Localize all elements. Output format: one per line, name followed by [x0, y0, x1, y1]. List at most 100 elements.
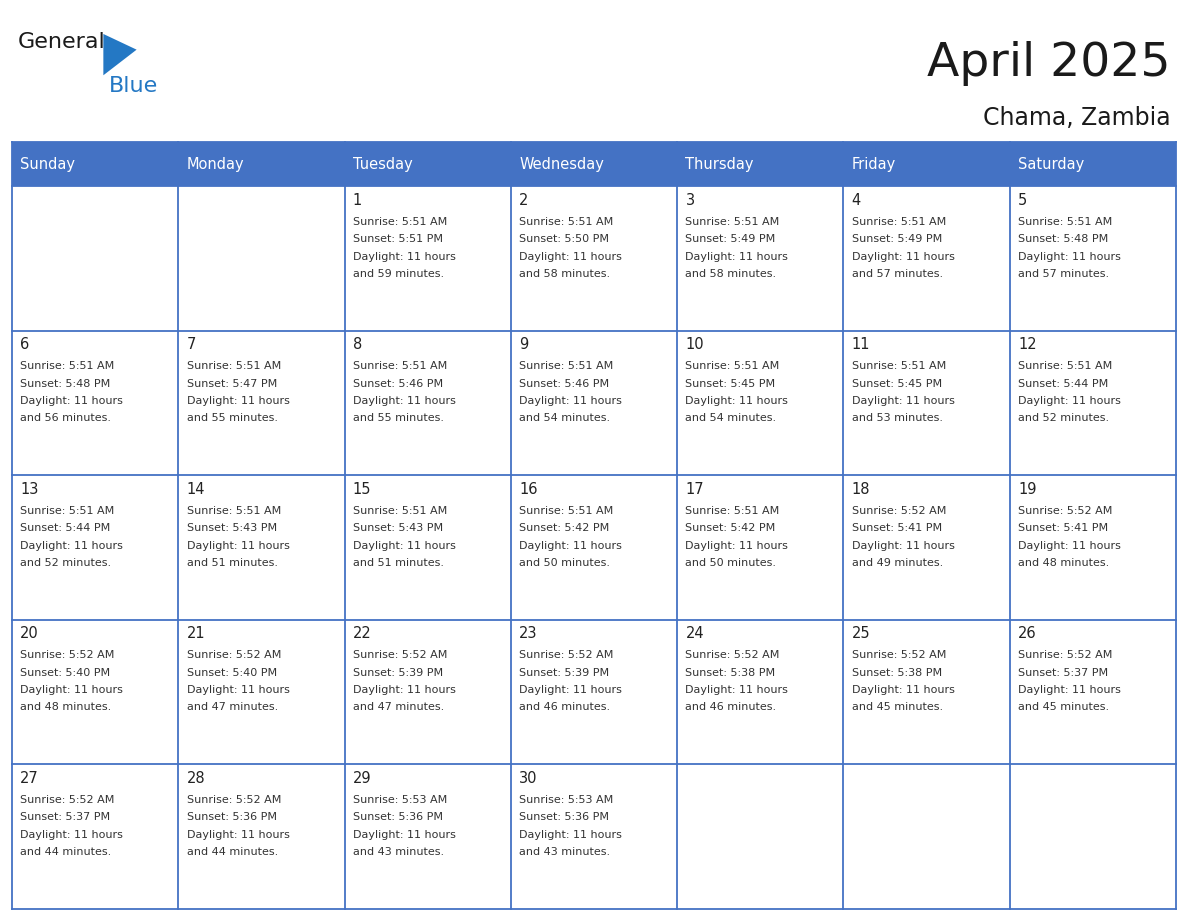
- Text: Sunrise: 5:51 AM: Sunrise: 5:51 AM: [852, 217, 946, 227]
- Text: Sunrise: 5:53 AM: Sunrise: 5:53 AM: [519, 795, 613, 804]
- Bar: [345, 142, 511, 186]
- Text: and 47 minutes.: and 47 minutes.: [353, 702, 444, 712]
- Text: General: General: [18, 32, 106, 52]
- Text: 27: 27: [20, 771, 39, 786]
- Text: Sunset: 5:39 PM: Sunset: 5:39 PM: [353, 667, 443, 677]
- Text: Sunset: 5:43 PM: Sunset: 5:43 PM: [353, 523, 443, 533]
- Text: Sunset: 5:37 PM: Sunset: 5:37 PM: [1018, 667, 1108, 677]
- Text: Sunrise: 5:51 AM: Sunrise: 5:51 AM: [852, 361, 946, 371]
- Text: Daylight: 11 hours: Daylight: 11 hours: [353, 252, 456, 262]
- Text: Daylight: 11 hours: Daylight: 11 hours: [685, 396, 789, 406]
- Text: and 49 minutes.: and 49 minutes.: [852, 558, 943, 568]
- Text: Sunrise: 5:52 AM: Sunrise: 5:52 AM: [20, 650, 114, 660]
- Text: Sunset: 5:51 PM: Sunset: 5:51 PM: [353, 234, 443, 244]
- Bar: [1010, 142, 1176, 186]
- Text: Daylight: 11 hours: Daylight: 11 hours: [519, 252, 623, 262]
- Text: Sunrise: 5:51 AM: Sunrise: 5:51 AM: [353, 217, 447, 227]
- Text: Sunset: 5:37 PM: Sunset: 5:37 PM: [20, 812, 110, 822]
- Text: Daylight: 11 hours: Daylight: 11 hours: [685, 685, 789, 695]
- Text: 30: 30: [519, 771, 538, 786]
- Text: Daylight: 11 hours: Daylight: 11 hours: [353, 396, 456, 406]
- Text: and 59 minutes.: and 59 minutes.: [353, 269, 444, 279]
- Text: Sunset: 5:49 PM: Sunset: 5:49 PM: [685, 234, 776, 244]
- Text: and 56 minutes.: and 56 minutes.: [20, 413, 112, 423]
- Text: Sunset: 5:44 PM: Sunset: 5:44 PM: [1018, 378, 1108, 388]
- Text: Sunrise: 5:51 AM: Sunrise: 5:51 AM: [685, 361, 779, 371]
- Text: Sunrise: 5:51 AM: Sunrise: 5:51 AM: [519, 361, 613, 371]
- Text: and 44 minutes.: and 44 minutes.: [187, 847, 278, 856]
- Text: Wednesday: Wednesday: [519, 157, 604, 172]
- Text: and 43 minutes.: and 43 minutes.: [353, 847, 444, 856]
- Text: Sunrise: 5:52 AM: Sunrise: 5:52 AM: [519, 650, 613, 660]
- Text: 9: 9: [519, 337, 529, 353]
- Text: and 55 minutes.: and 55 minutes.: [187, 413, 278, 423]
- Text: Daylight: 11 hours: Daylight: 11 hours: [20, 685, 124, 695]
- Text: Sunset: 5:45 PM: Sunset: 5:45 PM: [685, 378, 776, 388]
- Text: Sunrise: 5:51 AM: Sunrise: 5:51 AM: [20, 361, 114, 371]
- Text: Sunset: 5:45 PM: Sunset: 5:45 PM: [852, 378, 942, 388]
- Text: Sunrise: 5:52 AM: Sunrise: 5:52 AM: [852, 506, 946, 516]
- Text: and 48 minutes.: and 48 minutes.: [20, 702, 112, 712]
- Text: Sunset: 5:49 PM: Sunset: 5:49 PM: [852, 234, 942, 244]
- Text: Sunset: 5:42 PM: Sunset: 5:42 PM: [685, 523, 776, 533]
- Text: 3: 3: [685, 193, 695, 207]
- Text: Daylight: 11 hours: Daylight: 11 hours: [1018, 685, 1121, 695]
- Text: and 53 minutes.: and 53 minutes.: [852, 413, 943, 423]
- Text: Sunset: 5:42 PM: Sunset: 5:42 PM: [519, 523, 609, 533]
- Bar: [12, 142, 178, 186]
- Text: and 51 minutes.: and 51 minutes.: [353, 558, 444, 568]
- Text: Daylight: 11 hours: Daylight: 11 hours: [519, 396, 623, 406]
- Text: and 51 minutes.: and 51 minutes.: [187, 558, 278, 568]
- Text: and 54 minutes.: and 54 minutes.: [519, 413, 611, 423]
- Text: Sunrise: 5:52 AM: Sunrise: 5:52 AM: [187, 650, 280, 660]
- Text: 1: 1: [353, 193, 362, 207]
- Text: April 2025: April 2025: [927, 41, 1170, 86]
- Text: Daylight: 11 hours: Daylight: 11 hours: [187, 685, 290, 695]
- Text: 25: 25: [852, 626, 871, 642]
- Text: Daylight: 11 hours: Daylight: 11 hours: [20, 830, 124, 839]
- Text: and 50 minutes.: and 50 minutes.: [685, 558, 777, 568]
- Text: Sunset: 5:36 PM: Sunset: 5:36 PM: [187, 812, 277, 822]
- Text: Sunrise: 5:52 AM: Sunrise: 5:52 AM: [1018, 650, 1112, 660]
- Text: Sunday: Sunday: [20, 157, 75, 172]
- Text: Sunrise: 5:51 AM: Sunrise: 5:51 AM: [685, 217, 779, 227]
- Text: 17: 17: [685, 482, 704, 497]
- Text: Sunrise: 5:51 AM: Sunrise: 5:51 AM: [1018, 361, 1112, 371]
- Text: Daylight: 11 hours: Daylight: 11 hours: [187, 396, 290, 406]
- Text: and 50 minutes.: and 50 minutes.: [519, 558, 611, 568]
- Text: 7: 7: [187, 337, 196, 353]
- Text: Saturday: Saturday: [1018, 157, 1085, 172]
- Text: Sunset: 5:40 PM: Sunset: 5:40 PM: [187, 667, 277, 677]
- Text: 8: 8: [353, 337, 362, 353]
- Text: Sunset: 5:36 PM: Sunset: 5:36 PM: [519, 812, 609, 822]
- Text: 11: 11: [852, 337, 871, 353]
- Text: and 46 minutes.: and 46 minutes.: [685, 702, 777, 712]
- Text: Sunrise: 5:52 AM: Sunrise: 5:52 AM: [852, 650, 946, 660]
- Text: Daylight: 11 hours: Daylight: 11 hours: [519, 830, 623, 839]
- Text: Thursday: Thursday: [685, 157, 754, 172]
- Text: Blue: Blue: [109, 76, 158, 96]
- Text: and 54 minutes.: and 54 minutes.: [685, 413, 777, 423]
- Text: 22: 22: [353, 626, 372, 642]
- Bar: [677, 142, 843, 186]
- Text: and 46 minutes.: and 46 minutes.: [519, 702, 611, 712]
- Text: Sunset: 5:47 PM: Sunset: 5:47 PM: [187, 378, 277, 388]
- Text: 16: 16: [519, 482, 538, 497]
- Text: and 52 minutes.: and 52 minutes.: [20, 558, 112, 568]
- Text: Sunrise: 5:51 AM: Sunrise: 5:51 AM: [20, 506, 114, 516]
- Text: and 58 minutes.: and 58 minutes.: [685, 269, 777, 279]
- Text: 2: 2: [519, 193, 529, 207]
- Text: Daylight: 11 hours: Daylight: 11 hours: [685, 541, 789, 551]
- Text: 4: 4: [852, 193, 861, 207]
- Text: Daylight: 11 hours: Daylight: 11 hours: [519, 541, 623, 551]
- Text: 10: 10: [685, 337, 704, 353]
- Text: and 47 minutes.: and 47 minutes.: [187, 702, 278, 712]
- Text: Sunrise: 5:52 AM: Sunrise: 5:52 AM: [187, 795, 280, 804]
- Bar: [843, 142, 1010, 186]
- Text: Daylight: 11 hours: Daylight: 11 hours: [20, 541, 124, 551]
- Text: 13: 13: [20, 482, 38, 497]
- Text: Sunrise: 5:52 AM: Sunrise: 5:52 AM: [353, 650, 447, 660]
- Text: Sunset: 5:46 PM: Sunset: 5:46 PM: [353, 378, 443, 388]
- Text: Sunrise: 5:53 AM: Sunrise: 5:53 AM: [353, 795, 447, 804]
- Text: and 52 minutes.: and 52 minutes.: [1018, 413, 1110, 423]
